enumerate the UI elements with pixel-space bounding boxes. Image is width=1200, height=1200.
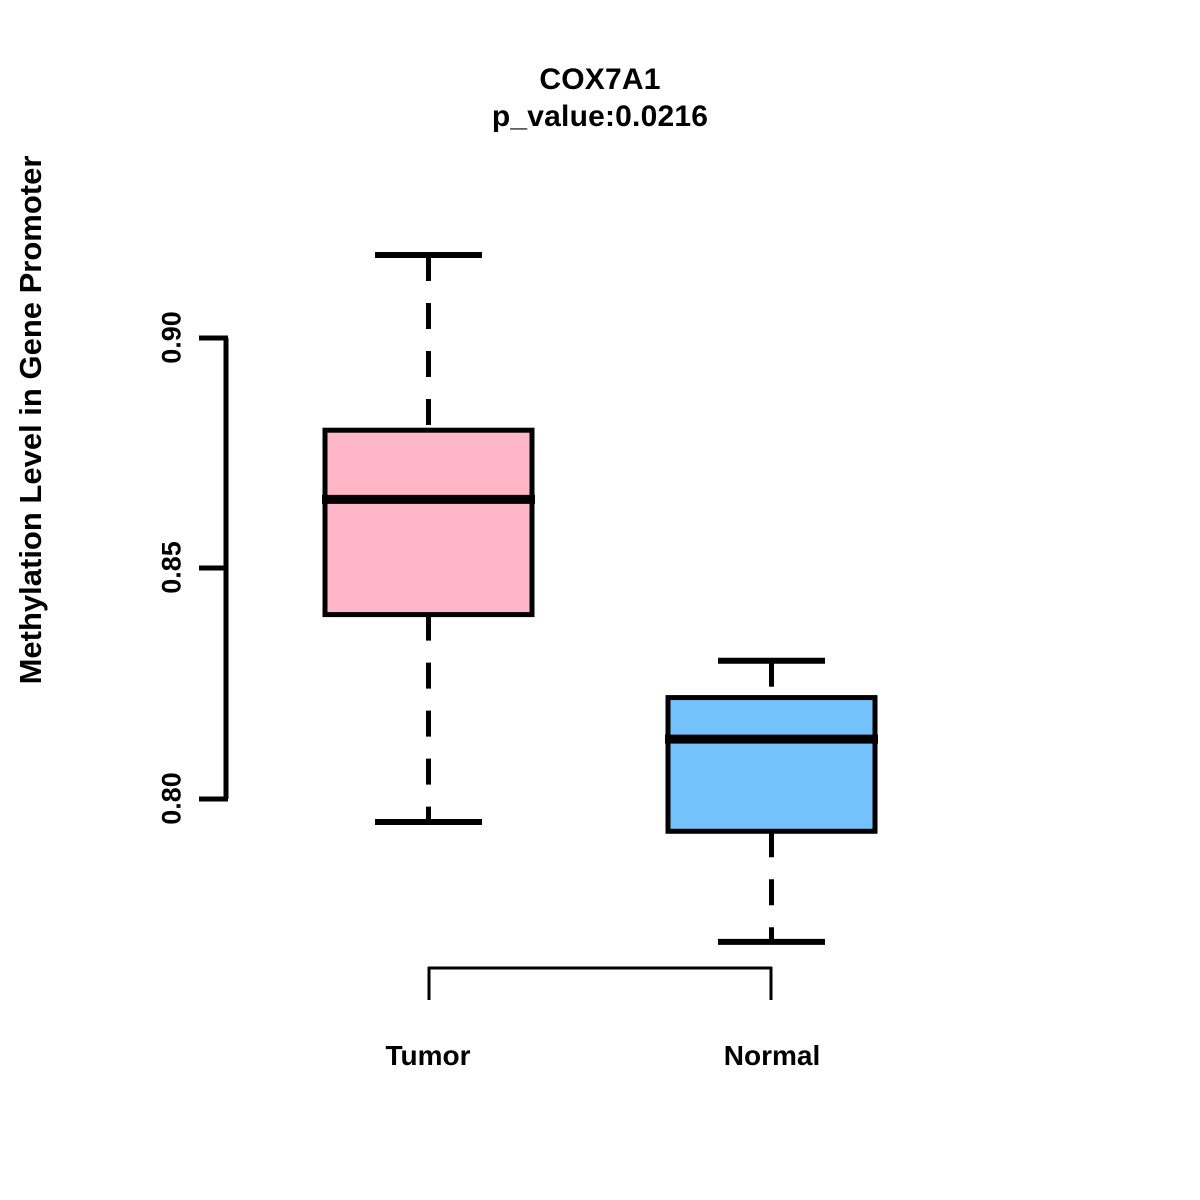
x-axis [427, 966, 773, 1000]
page-title: COX7A1 [539, 63, 661, 96]
x-tick-label-normal: Normal [723, 1040, 821, 1071]
chart-title-block: COX7A1 p_value:0.0216 [0, 62, 1200, 135]
chart-subtitle: p_value:0.0216 [491, 99, 709, 133]
y-axis [199, 335, 229, 802]
x-tick-label-tumor: Tumor [385, 1040, 471, 1071]
box-normal [665, 657, 878, 945]
box-tumor [322, 252, 535, 826]
